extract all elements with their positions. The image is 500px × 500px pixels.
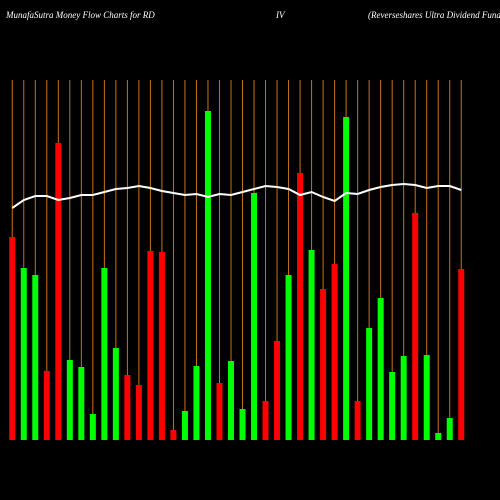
bar [285,275,292,440]
bar [181,411,188,440]
bar [458,269,465,440]
bar [400,356,407,440]
bar [389,372,396,440]
bar [158,252,165,440]
bar [124,375,131,440]
bar [89,414,96,440]
bar [55,143,62,440]
money-flow-line [11,182,462,209]
bar [251,193,258,440]
chart-title: MunafaSutra Money Flow Charts for RD [5,10,155,20]
bar [262,401,269,440]
bar [32,275,39,440]
bar [239,409,246,440]
bar [446,418,453,440]
bar [135,385,142,440]
fund-name: (Reverseshares Ultra Dividend Fund [368,10,500,20]
bar [308,250,315,440]
bar [101,268,108,440]
bar [354,401,361,440]
bar [78,367,85,440]
bar [423,355,430,440]
bar [320,289,327,440]
bar [20,268,27,440]
bar [366,328,373,440]
bar [66,360,73,440]
bar [216,383,223,440]
bar [343,117,350,440]
bar [43,371,50,440]
bar [147,251,154,440]
chart-subtitle: IV [275,10,286,20]
bar [193,366,200,440]
bar [170,430,177,440]
bar [227,361,234,440]
bar [412,213,419,440]
bar [274,341,281,440]
bar [331,264,338,440]
bar [9,237,16,440]
bar [435,433,442,440]
bar [204,111,211,440]
bar [112,348,119,440]
bar [377,298,384,440]
bar [297,173,304,440]
